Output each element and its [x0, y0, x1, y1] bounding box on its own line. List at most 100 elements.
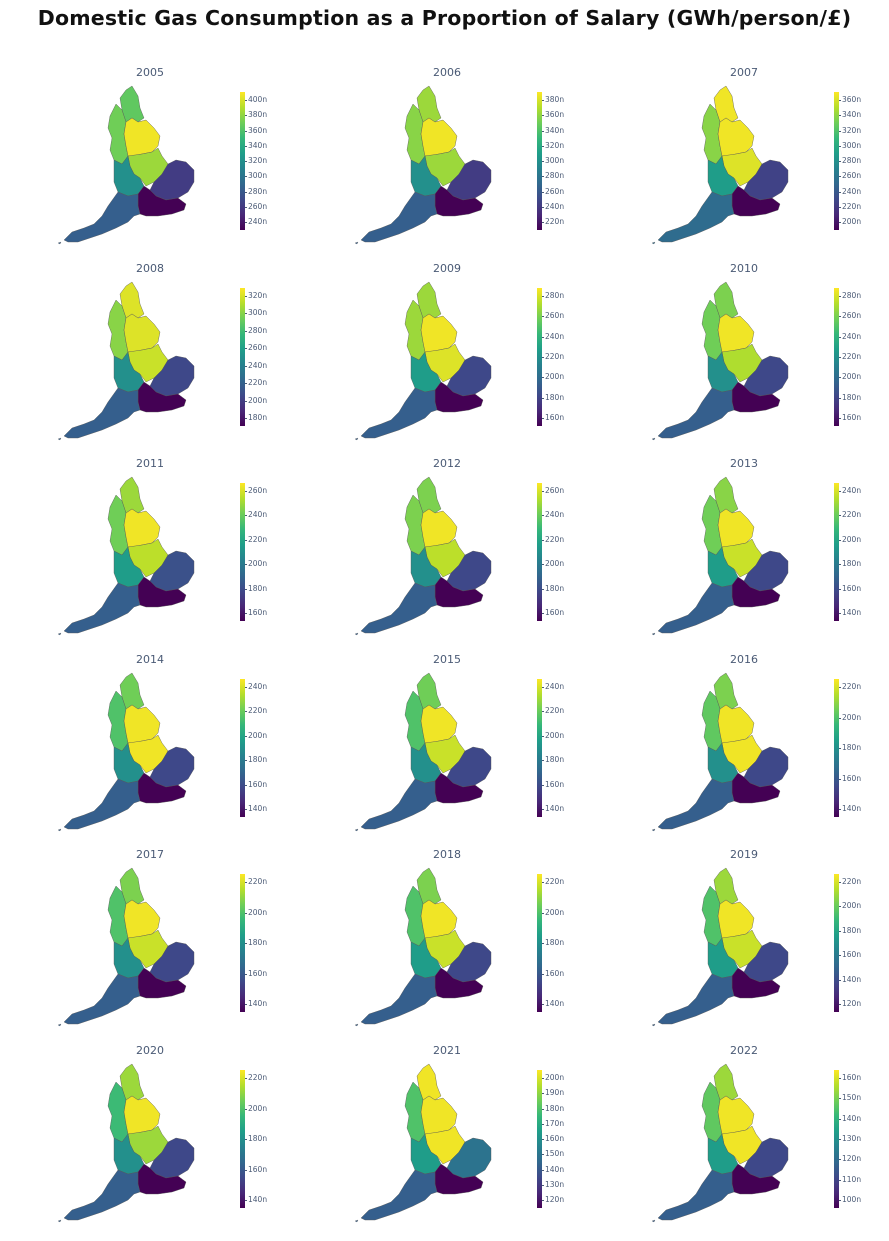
colorbar-tick-label: 160n	[842, 950, 862, 960]
region-london-south-east[interactable]	[731, 967, 781, 999]
region-yorkshire-humber[interactable]	[123, 704, 161, 744]
region-south-west[interactable]	[63, 778, 141, 830]
colorbar	[240, 483, 245, 621]
region-london-south-east[interactable]	[731, 1163, 781, 1195]
colorbar-tick-label: 220n	[248, 378, 268, 388]
colorbar-tick-mark	[245, 1200, 247, 1201]
region-south-west[interactable]	[657, 387, 735, 439]
region-london-south-east[interactable]	[434, 185, 484, 217]
panel-title: 2006	[433, 66, 461, 79]
region-yorkshire-humber[interactable]	[420, 117, 458, 157]
region-south-west[interactable]	[657, 191, 735, 243]
region-south-west[interactable]	[360, 973, 438, 1025]
region-south-west[interactable]	[360, 778, 438, 830]
region-south-west[interactable]	[360, 191, 438, 243]
region-london-south-east[interactable]	[731, 381, 781, 413]
region-yorkshire-humber[interactable]	[717, 313, 755, 353]
region-south-west[interactable]	[63, 387, 141, 439]
colorbar-tick-label: 180n	[545, 755, 565, 765]
region-south-west[interactable]	[360, 1169, 438, 1221]
region-london-south-east[interactable]	[137, 967, 187, 999]
colorbar-tick-mark	[839, 1179, 841, 1181]
colorbar-tick-mark	[245, 1139, 247, 1140]
region-london-south-east[interactable]	[434, 576, 484, 608]
region-yorkshire-humber[interactable]	[123, 117, 161, 157]
region-london-south-east[interactable]	[137, 381, 187, 413]
region-yorkshire-humber[interactable]	[717, 508, 755, 548]
region-yorkshire-humber[interactable]	[123, 508, 161, 548]
colorbar-tick-label: 240n	[545, 510, 565, 520]
colorbar-tick-label: 300n	[842, 140, 862, 150]
colorbar-tick-mark	[245, 383, 247, 385]
region-south-west[interactable]	[657, 1169, 735, 1221]
colorbar-tick-label: 260n	[248, 343, 268, 353]
colorbar-tick-mark	[839, 130, 841, 132]
colorbar-tick-mark	[542, 115, 544, 117]
colorbar-tick-label: 100n	[842, 1195, 862, 1204]
region-london-south-east[interactable]	[137, 185, 187, 217]
region-london-south-east[interactable]	[137, 1163, 187, 1195]
colorbar-tick-mark	[542, 222, 544, 223]
region-london-south-east[interactable]	[731, 772, 781, 804]
region-yorkshire-humber[interactable]	[420, 704, 458, 744]
region-yorkshire-humber[interactable]	[420, 313, 458, 353]
colorbar-tick-mark	[245, 176, 247, 178]
region-yorkshire-humber[interactable]	[123, 313, 161, 353]
colorbar-tick-label: 180n	[545, 583, 565, 593]
region-yorkshire-humber[interactable]	[420, 899, 458, 939]
colorbar-tick-mark	[542, 191, 544, 193]
region-south-west[interactable]	[657, 582, 735, 634]
colorbar-tick-label: 220n	[248, 706, 268, 716]
region-south-west[interactable]	[360, 387, 438, 439]
region-london-south-east[interactable]	[434, 1163, 484, 1195]
colorbar-tick-label: 300n	[248, 308, 268, 318]
region-london-south-east[interactable]	[137, 772, 187, 804]
region-south-west[interactable]	[657, 973, 735, 1025]
panel-title: 2010	[730, 262, 758, 275]
colorbar-tick-mark	[542, 784, 544, 786]
region-south-west-islet	[354, 632, 359, 636]
region-yorkshire-humber[interactable]	[717, 1095, 755, 1135]
region-yorkshire-humber[interactable]	[123, 1095, 161, 1135]
colorbar-tick-mark	[839, 1004, 841, 1005]
colorbar-tick-mark	[839, 1078, 841, 1079]
colorbar-tick-mark	[839, 491, 841, 492]
colorbar-tick-label: 180n	[545, 938, 565, 947]
colorbar-tick-mark	[245, 760, 247, 762]
colorbar-tick-mark	[839, 539, 841, 541]
colorbar-tick-mark	[245, 100, 247, 101]
colorbar-tick-label: 200n	[248, 1103, 268, 1113]
region-yorkshire-humber[interactable]	[420, 1095, 458, 1135]
colorbar	[834, 1070, 839, 1208]
region-south-west[interactable]	[63, 191, 141, 243]
colorbar-tick-label: 360n	[842, 95, 862, 104]
england-regions-map	[57, 867, 195, 1027]
region-london-south-east[interactable]	[731, 185, 781, 217]
region-yorkshire-humber[interactable]	[420, 508, 458, 548]
region-yorkshire-humber[interactable]	[717, 704, 755, 744]
colorbar-tick-label: 260n	[842, 171, 862, 181]
colorbar-tick-label: 340n	[248, 140, 268, 150]
region-south-west[interactable]	[63, 973, 141, 1025]
region-yorkshire-humber[interactable]	[123, 899, 161, 939]
region-london-south-east[interactable]	[731, 576, 781, 608]
region-south-west[interactable]	[657, 778, 735, 830]
colorbar-tick-label: 220n	[248, 534, 268, 544]
region-london-south-east[interactable]	[434, 772, 484, 804]
region-south-west[interactable]	[63, 1169, 141, 1221]
region-london-south-east[interactable]	[434, 967, 484, 999]
colorbar-tick-mark	[542, 296, 544, 297]
colorbar-tick-label: 200n	[248, 395, 268, 405]
colorbar-tick-label: 200n	[842, 534, 862, 544]
colorbar-tick-label: 200n	[842, 901, 862, 911]
region-south-west[interactable]	[360, 582, 438, 634]
region-london-south-east[interactable]	[137, 576, 187, 608]
colorbar-tick-mark	[839, 115, 841, 117]
region-yorkshire-humber[interactable]	[717, 899, 755, 939]
colorbar-tick-label: 160n	[545, 779, 565, 789]
england-regions-map	[354, 85, 492, 245]
colorbar-tick-mark	[245, 912, 247, 914]
region-south-west[interactable]	[63, 582, 141, 634]
region-yorkshire-humber[interactable]	[717, 117, 755, 157]
region-london-south-east[interactable]	[434, 381, 484, 413]
